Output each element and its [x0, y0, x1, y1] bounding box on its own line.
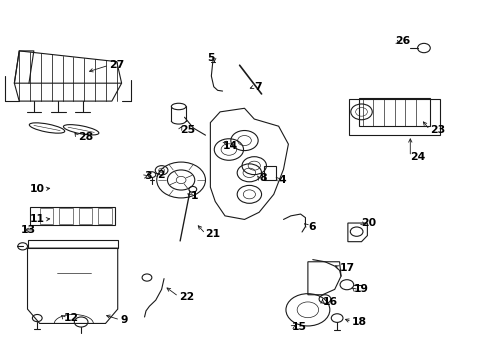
Text: 13: 13 [20, 225, 36, 235]
Text: 23: 23 [429, 125, 444, 135]
Text: 2: 2 [157, 170, 164, 180]
Text: 21: 21 [205, 229, 220, 239]
Bar [27, 240, 118, 248]
Text: 20: 20 [361, 218, 376, 228]
Bar [40, 208, 53, 224]
Text: 25: 25 [180, 125, 195, 135]
Text: 12: 12 [64, 313, 79, 323]
Text: 10: 10 [29, 184, 44, 194]
Text: 5: 5 [206, 53, 214, 63]
Text: 7: 7 [254, 82, 262, 92]
Text: 14: 14 [222, 141, 237, 151]
Text: 28: 28 [78, 132, 93, 142]
Text: 15: 15 [292, 322, 306, 332]
Text: 16: 16 [322, 297, 337, 307]
Text: 17: 17 [339, 263, 354, 273]
Text: 18: 18 [351, 317, 366, 327]
Text: 6: 6 [307, 222, 315, 231]
Bar [264, 166, 276, 180]
Text: 1: 1 [190, 191, 198, 201]
Text: 26: 26 [394, 36, 409, 46]
Bar [79, 208, 92, 224]
Bar [30, 207, 115, 225]
Bar [59, 208, 73, 224]
Text: 11: 11 [29, 215, 44, 224]
Text: 19: 19 [353, 284, 368, 294]
Text: 4: 4 [278, 175, 285, 185]
Bar [348, 99, 439, 135]
Text: 22: 22 [178, 292, 194, 302]
Text: 3: 3 [144, 171, 152, 181]
Text: 9: 9 [120, 315, 127, 325]
Bar [358, 98, 429, 126]
Text: 24: 24 [409, 152, 425, 162]
Bar [98, 208, 112, 224]
Text: 27: 27 [109, 60, 124, 70]
Text: 8: 8 [259, 173, 266, 183]
